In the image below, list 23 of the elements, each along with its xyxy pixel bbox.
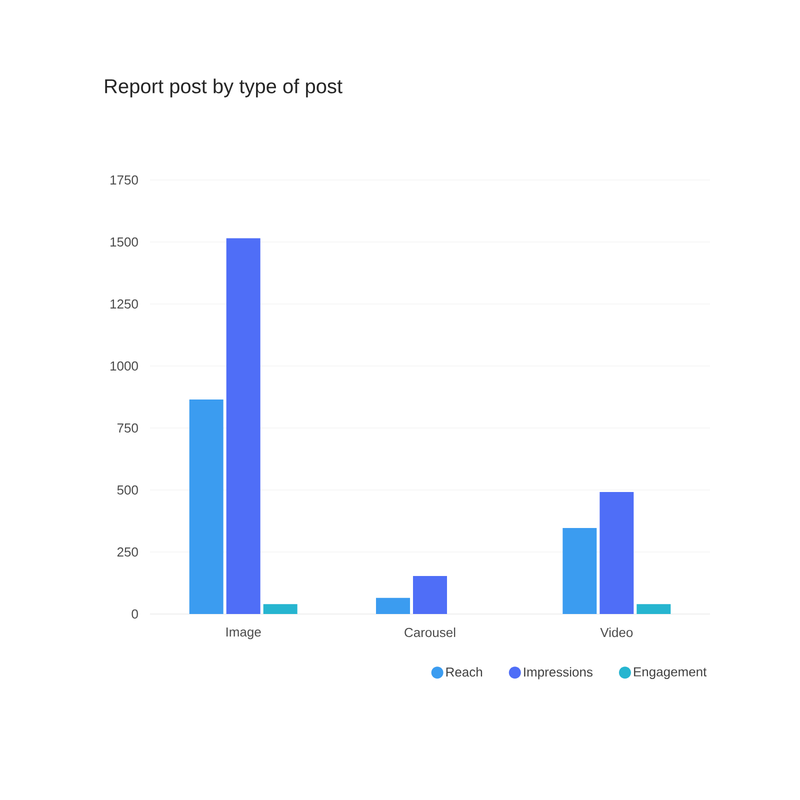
y-tick-label: 0 [132,609,138,619]
y-tick-label: 1000 [110,361,138,371]
x-tick-label: Video [600,628,633,638]
bar [263,604,298,614]
chart-title: Report post by type of post [105,78,342,98]
legend-label: Reach [446,667,482,677]
x-tick-label: Carousel [404,628,456,638]
y-tick-label: 1250 [110,299,138,309]
legend-label: Engagement [634,667,707,680]
bar [413,576,448,614]
y-tick-label: 1750 [110,175,138,185]
y-tick-label: 500 [117,485,138,495]
legend-label: Impressions [524,667,592,680]
y-tick-label: 1500 [110,237,138,247]
bar [189,399,224,614]
bar [562,528,597,614]
bar [376,598,410,614]
bar [636,604,671,614]
y-tick-label: 250 [117,547,138,557]
y-tick-label: 750 [117,423,138,433]
bar [226,238,260,614]
bar [600,492,634,614]
x-tick-label: Image [226,628,261,640]
